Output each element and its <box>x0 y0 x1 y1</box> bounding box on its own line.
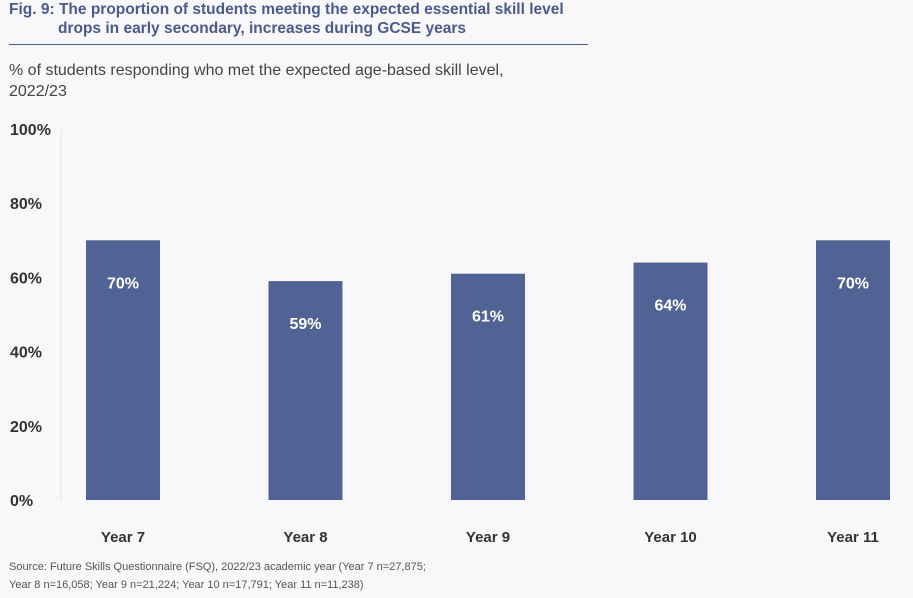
title-divider <box>9 44 588 45</box>
bar-value-label: 61% <box>472 309 504 326</box>
source-note: Source: Future Skills Questionnaire (FSQ… <box>9 561 426 591</box>
y-tick-label: 80% <box>10 196 42 213</box>
y-tick-label: 60% <box>10 270 42 287</box>
y-tick-label: 40% <box>10 345 42 362</box>
bar-value-label: 70% <box>837 275 869 292</box>
figure-title-line2: drops in early secondary, increases duri… <box>58 20 467 37</box>
bar-value-label: 59% <box>289 316 321 333</box>
chart-subtitle: % of students responding who met the exp… <box>9 62 504 100</box>
x-tick-label: Year 9 <box>466 529 510 546</box>
y-tick-label: 20% <box>10 419 42 436</box>
x-tick-label: Year 11 <box>827 529 879 546</box>
bar <box>86 240 160 501</box>
bar-value-label: 70% <box>107 275 139 292</box>
x-tick-label: Year 8 <box>283 529 327 546</box>
bar <box>451 273 525 500</box>
bar <box>816 240 890 501</box>
bar <box>268 281 343 500</box>
y-tick-label: 0% <box>10 493 33 510</box>
bar-value-label: 64% <box>654 298 686 315</box>
figure-title-line1: The proportion of students meeting the e… <box>58 1 564 18</box>
bar <box>633 262 708 500</box>
x-tick-label: Year 7 <box>101 529 145 546</box>
figure-title: Fig. 9: The proportion of students meeti… <box>9 0 599 38</box>
y-tick-label: 100% <box>10 122 51 139</box>
figure-label: Fig. 9: <box>9 1 55 18</box>
x-tick-label: Year 10 <box>644 529 697 546</box>
